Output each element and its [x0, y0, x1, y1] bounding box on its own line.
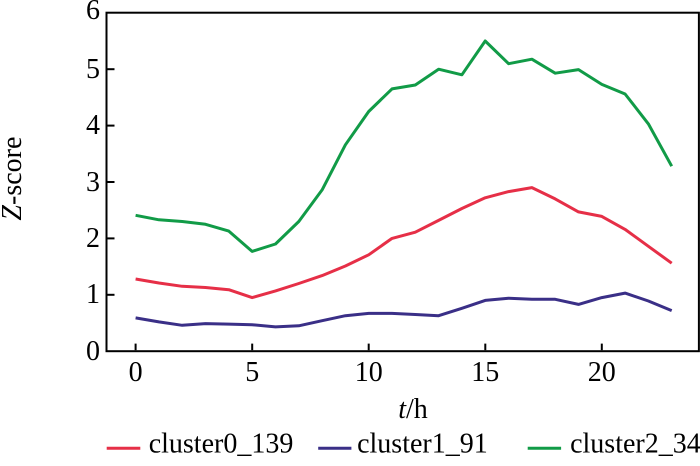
- svg-text:0: 0: [86, 336, 100, 367]
- svg-text:Z-score: Z-score: [0, 137, 28, 221]
- svg-text:10: 10: [355, 357, 383, 388]
- svg-text:5: 5: [86, 54, 100, 85]
- svg-text:t/h: t/h: [398, 394, 428, 425]
- svg-text:cluster2_34: cluster2_34: [570, 429, 700, 460]
- svg-text:2: 2: [86, 223, 100, 254]
- svg-text:cluster0_139: cluster0_139: [149, 429, 294, 460]
- svg-text:15: 15: [471, 357, 499, 388]
- svg-text:1: 1: [86, 279, 100, 310]
- svg-text:5: 5: [245, 357, 259, 388]
- svg-text:6: 6: [86, 0, 100, 26]
- svg-text:0: 0: [129, 357, 143, 388]
- svg-text:3: 3: [86, 167, 100, 198]
- svg-text:20: 20: [588, 357, 616, 388]
- svg-text:4: 4: [86, 110, 100, 141]
- svg-text:cluster1_91: cluster1_91: [357, 429, 488, 460]
